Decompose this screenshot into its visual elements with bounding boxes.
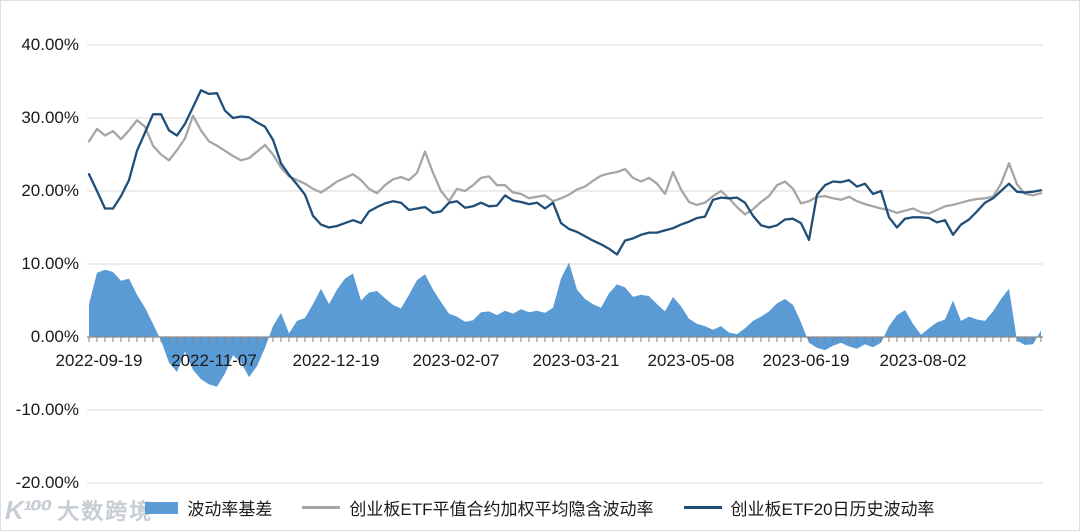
y-tick-label: 30.00%: [21, 108, 79, 127]
legend-item: 创业板ETF20日历史波动率: [683, 495, 935, 520]
legend-item: 创业板ETF平值合约加权平均隐含波动率: [302, 495, 654, 520]
y-tick-label: -10.00%: [15, 400, 79, 419]
x-tick-label: 2023-05-08: [647, 351, 735, 370]
y-tick-label: 10.00%: [21, 254, 79, 273]
watermark-logo-icon: K¹⁰⁰: [5, 494, 52, 525]
series-line-implied-vol: [87, 114, 1043, 216]
x-tick-label: 2022-09-19: [55, 351, 143, 370]
x-tick-label: 2022-12-19: [292, 351, 380, 370]
watermark-text: 大数跨境: [57, 499, 154, 524]
legend-area-swatch-icon: [145, 501, 179, 514]
legend-label: 创业板ETF20日历史波动率: [730, 500, 935, 519]
series-line-historical-vol: [87, 89, 1043, 256]
legend-label: 波动率基差: [187, 500, 273, 519]
legend-label: 创业板ETF平值合约加权平均隐含波动率: [349, 500, 654, 519]
series-area-basis: [89, 262, 1041, 387]
legend-item: 波动率基差: [145, 495, 272, 520]
y-tick-label: -20.00%: [15, 473, 79, 492]
y-tick-label: 40.00%: [21, 35, 79, 54]
chart-legend: 波动率基差 创业板ETF平值合约加权平均隐含波动率 创业板ETF20日历史波动率: [1, 495, 1079, 520]
watermark: K¹⁰⁰ 大数跨境: [5, 494, 153, 526]
x-tick-label: 2023-03-21: [532, 351, 620, 370]
legend-line-swatch-icon: [683, 506, 722, 509]
legend-line-swatch-icon: [302, 506, 341, 509]
y-tick-label: 0.00%: [30, 327, 79, 346]
x-tick-label: 2022-11-07: [171, 351, 257, 370]
x-tick-label: 2023-08-02: [879, 351, 967, 370]
x-tick-label: 2023-02-07: [412, 351, 500, 370]
y-tick-label: 20.00%: [21, 181, 79, 200]
x-tick-label: 2023-06-19: [762, 351, 850, 370]
